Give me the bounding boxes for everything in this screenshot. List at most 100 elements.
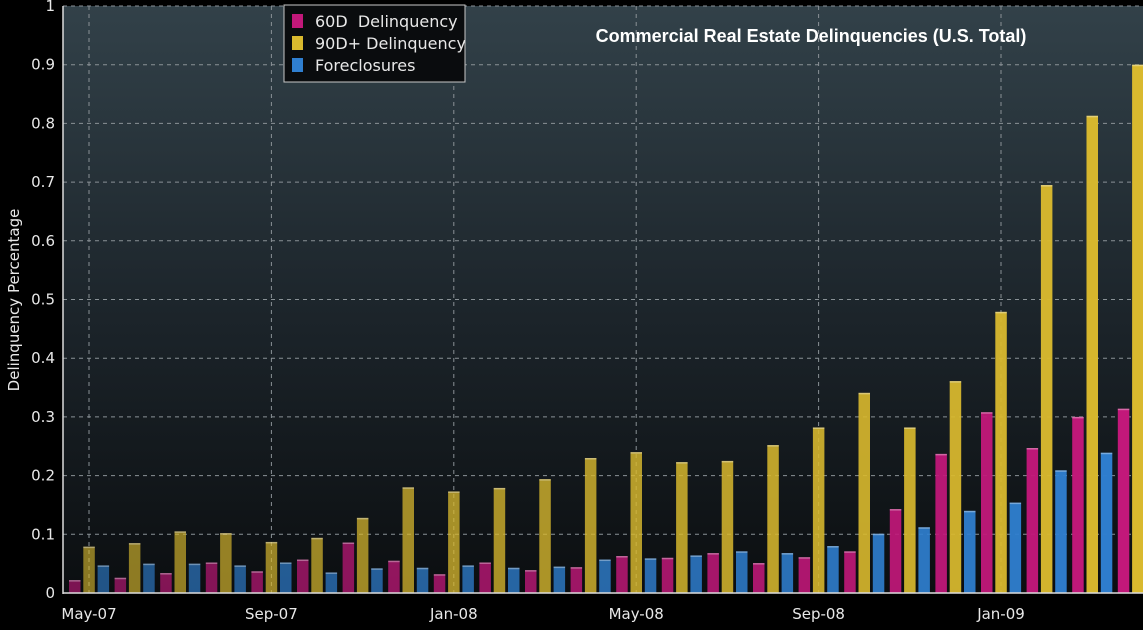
bar	[981, 412, 993, 593]
bar	[265, 541, 278, 593]
y-tick-labels: 0 0.1 0.2 0.3 0.4 0.5 0.6 0.7 0.8 0.9 1	[31, 0, 55, 602]
bar	[525, 570, 537, 593]
bar	[433, 574, 446, 593]
bar	[83, 546, 95, 593]
bar	[753, 563, 765, 593]
bar	[1040, 185, 1053, 593]
y-tick-label: 0.7	[31, 173, 55, 191]
bar	[995, 311, 1007, 593]
bar	[114, 577, 127, 593]
legend-label: 90D+ Delinquency	[315, 34, 466, 53]
bar	[1100, 452, 1113, 593]
bar	[143, 563, 155, 593]
y-tick-label: 0.4	[31, 349, 55, 367]
bar	[97, 565, 110, 593]
legend-swatch	[292, 58, 303, 72]
y-tick-label: 0.3	[31, 408, 55, 426]
bar	[827, 546, 839, 593]
x-tick-label: Jan-09	[976, 605, 1025, 623]
bar	[721, 460, 734, 593]
bar	[508, 567, 520, 593]
bar	[371, 568, 383, 593]
bar	[935, 453, 947, 593]
bar	[676, 462, 688, 593]
bar	[493, 487, 506, 593]
legend-swatch	[292, 14, 303, 28]
legend-box	[283, 4, 466, 83]
bar	[280, 562, 292, 593]
x-tick-label: May-08	[609, 605, 664, 623]
bar	[174, 531, 186, 593]
bar	[630, 452, 642, 593]
bar	[388, 560, 400, 593]
bar	[160, 573, 172, 593]
bar	[707, 553, 719, 593]
bar	[964, 510, 976, 593]
bar	[781, 553, 794, 593]
bar	[599, 559, 611, 593]
chart-title: Commercial Real Estate Delinquencies (U.…	[596, 26, 1027, 46]
bar	[128, 543, 141, 593]
bar	[479, 562, 491, 593]
legend-label: Foreclosures	[315, 56, 415, 75]
bar	[798, 557, 811, 593]
bar	[872, 533, 885, 593]
bar	[889, 509, 902, 593]
bar	[1026, 448, 1039, 593]
bar	[251, 571, 263, 593]
bar	[462, 565, 474, 593]
y-axis-label: Delinquency Percentage	[5, 209, 23, 392]
bar	[1086, 115, 1098, 594]
bar	[661, 557, 674, 593]
y-tick-label: 0.2	[31, 467, 55, 485]
gridlines	[63, 5, 1143, 593]
x-tick-labels: May-07 Sep-07 Jan-08 May-08 Sep-08 Jan-09	[61, 605, 1024, 623]
legend-swatch	[292, 36, 303, 50]
y-tick-label: 0.6	[31, 232, 55, 250]
bar	[416, 567, 429, 593]
bar	[904, 427, 916, 593]
bar	[205, 562, 218, 593]
y-tick-label: 0.9	[31, 56, 55, 74]
x-tick-label: Jan-08	[429, 605, 478, 623]
bar	[342, 542, 355, 593]
bar	[402, 487, 414, 593]
y-tick-label: 0.8	[31, 114, 55, 132]
bar	[812, 427, 825, 593]
bar	[311, 537, 323, 593]
x-tick-label: Sep-08	[792, 605, 845, 623]
legend: 60D Delinquency 90D+ Delinquency Foreclosu…	[283, 4, 466, 83]
bar	[448, 491, 460, 593]
bar	[584, 457, 597, 593]
bar	[553, 566, 566, 593]
bar	[644, 558, 657, 593]
bar	[844, 551, 856, 593]
y-tick-label: 1	[45, 0, 55, 15]
bar	[858, 392, 870, 593]
bar	[616, 556, 628, 593]
bar	[325, 572, 338, 593]
y-tick-label: 0.1	[31, 525, 55, 543]
bar	[736, 551, 748, 593]
legend-label: 60D Delinquency	[315, 12, 458, 31]
x-tick-label: May-07	[61, 605, 116, 623]
bar	[539, 479, 551, 593]
bar	[690, 555, 702, 593]
y-tick-label: 0	[45, 584, 55, 602]
bar	[1009, 502, 1022, 593]
bar	[1072, 416, 1084, 593]
bar	[220, 533, 232, 593]
bar	[1117, 408, 1130, 593]
bar	[234, 565, 246, 593]
y-tick-label: 0.5	[31, 291, 55, 309]
bar	[1055, 470, 1067, 593]
bar	[69, 580, 81, 593]
bar	[188, 563, 201, 593]
x-tick-label: Sep-07	[245, 605, 298, 623]
bar	[356, 517, 369, 593]
bar	[1132, 64, 1143, 593]
bar	[297, 559, 309, 593]
bar	[570, 567, 583, 593]
bar	[949, 381, 962, 593]
